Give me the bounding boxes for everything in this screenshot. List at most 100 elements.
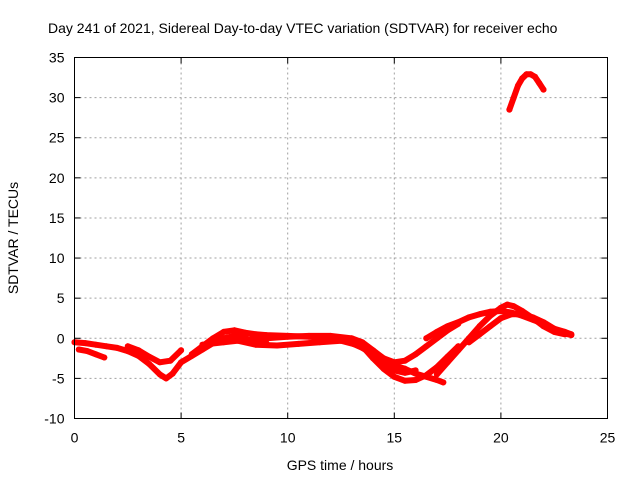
data-point (497, 315, 504, 322)
data-point (370, 347, 376, 354)
data-point (163, 375, 170, 382)
data-point (359, 343, 366, 350)
data-point (101, 354, 108, 361)
data-point (188, 351, 195, 358)
data-point (156, 359, 163, 366)
y-tick-label: -10 (44, 411, 64, 427)
data-point (465, 314, 472, 321)
data-point (380, 365, 387, 372)
plot-frame (74, 57, 608, 419)
data-point (529, 314, 536, 321)
data-point (146, 360, 153, 367)
data-point (316, 339, 323, 346)
x-tick-label: 0 (71, 430, 79, 446)
data-point (92, 351, 99, 358)
data-point (199, 341, 206, 348)
data-point (455, 347, 462, 354)
y-tick-label: 30 (49, 90, 65, 106)
data-point (231, 327, 238, 334)
data-point (295, 340, 302, 347)
data-point (536, 80, 543, 87)
data-point (103, 343, 110, 350)
data-point (167, 357, 174, 364)
y-tick-label: 15 (49, 210, 65, 226)
y-tick-label: 10 (49, 250, 65, 266)
data-point (348, 335, 355, 342)
data-point (169, 370, 176, 377)
data-point (523, 71, 530, 78)
data-point (135, 347, 142, 354)
data-point (84, 348, 91, 355)
x-tick-label: 25 (600, 430, 616, 446)
data-point (178, 359, 185, 366)
x-tick-label: 10 (280, 430, 296, 446)
data-point (487, 323, 494, 330)
data-point (412, 377, 419, 383)
data-point (519, 311, 526, 318)
series-line-track-2 (75, 346, 108, 361)
data-point (433, 328, 440, 335)
data-point (210, 335, 217, 342)
y-tick-label: 25 (49, 130, 65, 146)
data-point (306, 332, 312, 339)
x-tick-label: 5 (177, 430, 185, 446)
data-point (465, 339, 472, 346)
data-point (252, 341, 259, 348)
data-point (178, 347, 185, 354)
data-point (220, 328, 227, 335)
data-point (423, 335, 430, 342)
data-point (114, 344, 121, 351)
data-point (146, 353, 153, 360)
y-tick-label: 20 (49, 170, 65, 186)
data-point (75, 346, 82, 353)
data-point (440, 379, 447, 386)
data-point (274, 342, 280, 349)
data-point (220, 339, 227, 346)
data-point (370, 355, 376, 362)
data-point (156, 371, 163, 378)
data-point (497, 308, 504, 314)
data-point (561, 330, 568, 337)
data-point (391, 373, 398, 380)
data-point (444, 359, 451, 366)
y-tick-label: 5 (57, 290, 65, 306)
data-point (242, 329, 249, 336)
data-point (284, 333, 291, 340)
data-point (455, 319, 462, 326)
y-axis-label: SDTVAR / TECUs (5, 182, 21, 294)
data-point (519, 75, 526, 82)
data-point (124, 343, 131, 350)
data-point (423, 343, 430, 350)
data-point (412, 370, 419, 377)
chart-title: Day 241 of 2021, Sidereal Day-to-day VTE… (48, 20, 558, 36)
series-layer (71, 71, 575, 386)
data-point (515, 82, 521, 89)
data-point (252, 331, 259, 338)
series-line-track-11 (506, 71, 547, 113)
data-point (263, 335, 270, 342)
grid-layer (74, 57, 608, 419)
data-point (504, 301, 511, 308)
data-point (433, 377, 440, 383)
data-point (568, 332, 575, 339)
x-tick-label: 15 (387, 430, 403, 446)
tick-label-layer: 0 5 10 15 20 25 -10 -5 0 5 10 15 20 25 30 35 (44, 50, 615, 446)
data-point (476, 323, 483, 330)
data-point (338, 337, 344, 344)
data-point (540, 86, 547, 93)
tick-layer (74, 57, 608, 419)
data-point (423, 373, 430, 380)
data-point (487, 308, 494, 315)
x-axis-label: GPS time / hours (287, 457, 394, 473)
data-point (231, 336, 238, 343)
data-point (508, 311, 515, 318)
data-point (402, 377, 408, 384)
y-tick-label: 35 (49, 50, 65, 66)
data-point (327, 332, 334, 339)
data-point (476, 331, 483, 338)
data-point (433, 371, 440, 378)
data-point (540, 319, 547, 326)
data-point (92, 341, 99, 348)
data-point (82, 340, 89, 347)
